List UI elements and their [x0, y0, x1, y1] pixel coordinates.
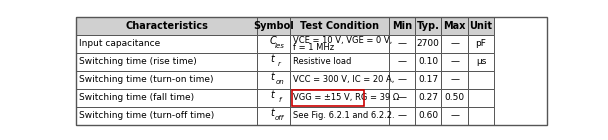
Text: VCC = 300 V, IC = 20 A,: VCC = 300 V, IC = 20 A,	[293, 75, 394, 84]
Text: See Fig. 6.2.1 and 6.2.2.: See Fig. 6.2.1 and 6.2.2.	[293, 111, 395, 120]
Text: 0.60: 0.60	[418, 111, 438, 120]
Bar	[441, 17, 468, 35]
Bar	[257, 53, 291, 71]
Bar	[291, 107, 389, 125]
Bar	[389, 71, 415, 89]
Bar	[441, 35, 468, 53]
Bar	[415, 89, 441, 107]
Bar	[76, 107, 257, 125]
Bar	[257, 17, 291, 35]
Bar	[291, 53, 389, 71]
Bar	[389, 17, 415, 35]
Bar	[468, 89, 494, 107]
Bar	[415, 35, 441, 53]
Text: —: —	[450, 75, 459, 84]
Bar	[257, 71, 291, 89]
Text: 2700: 2700	[417, 39, 440, 48]
Text: —: —	[450, 57, 459, 66]
Bar	[415, 71, 441, 89]
Text: Switching time (rise time): Switching time (rise time)	[79, 57, 196, 66]
Text: Characteristics: Characteristics	[125, 21, 208, 31]
Bar	[468, 53, 494, 71]
Text: —: —	[398, 75, 407, 84]
Text: —: —	[450, 39, 459, 48]
Text: VCE = 10 V, VGE = 0 V,: VCE = 10 V, VGE = 0 V,	[293, 36, 392, 45]
Bar	[415, 107, 441, 125]
Text: Test Condition: Test Condition	[300, 21, 379, 31]
Bar	[257, 107, 291, 125]
Text: t: t	[271, 108, 274, 118]
Text: —: —	[450, 111, 459, 120]
Text: Resistive load: Resistive load	[293, 57, 351, 66]
Bar	[389, 35, 415, 53]
Bar	[76, 89, 257, 107]
Bar	[441, 107, 468, 125]
Bar	[441, 53, 468, 71]
Text: t: t	[271, 90, 274, 100]
Bar	[257, 35, 291, 53]
Text: —: —	[398, 111, 407, 120]
Bar	[468, 35, 494, 53]
Bar	[76, 53, 257, 71]
Bar	[389, 107, 415, 125]
Bar	[76, 71, 257, 89]
Text: Max: Max	[443, 21, 466, 31]
Text: f = 1 MHz: f = 1 MHz	[293, 43, 334, 52]
Text: Typ.: Typ.	[417, 21, 440, 31]
Bar	[389, 89, 415, 107]
Text: —: —	[398, 93, 407, 102]
Text: pF: pF	[475, 39, 486, 48]
Text: r: r	[278, 61, 281, 67]
Bar	[291, 89, 389, 107]
Text: off: off	[275, 115, 284, 121]
Bar	[389, 53, 415, 71]
Text: Switching time (turn-off time): Switching time (turn-off time)	[79, 111, 214, 120]
Text: 0.50: 0.50	[444, 93, 465, 102]
Text: 0.17: 0.17	[418, 75, 438, 84]
Bar	[76, 17, 257, 35]
Text: Min: Min	[392, 21, 412, 31]
Text: —: —	[398, 39, 407, 48]
Text: Unit: Unit	[469, 21, 492, 31]
Bar	[257, 89, 291, 107]
Bar	[291, 35, 389, 53]
Text: ies: ies	[275, 43, 285, 49]
Bar	[76, 35, 257, 53]
Text: Symbol: Symbol	[254, 21, 294, 31]
Bar	[468, 71, 494, 89]
Text: t: t	[271, 54, 274, 64]
Bar	[468, 17, 494, 35]
Bar	[415, 53, 441, 71]
Text: on: on	[275, 79, 284, 85]
Text: Switching time (fall time): Switching time (fall time)	[79, 93, 194, 102]
Text: µs: µs	[476, 57, 486, 66]
Bar	[291, 71, 389, 89]
Bar	[468, 107, 494, 125]
Text: 0.10: 0.10	[418, 57, 438, 66]
Text: 0.27: 0.27	[418, 93, 438, 102]
Text: VGG = ±15 V, RG = 39 Ω: VGG = ±15 V, RG = 39 Ω	[293, 93, 399, 102]
Text: t: t	[271, 72, 274, 82]
Bar	[415, 17, 441, 35]
Text: —: —	[398, 57, 407, 66]
Text: Input capacitance: Input capacitance	[79, 39, 160, 48]
Bar	[292, 90, 364, 106]
Text: Switching time (turn-on time): Switching time (turn-on time)	[79, 75, 213, 84]
Bar	[441, 71, 468, 89]
Text: C: C	[269, 36, 276, 46]
Text: f: f	[278, 97, 281, 103]
Bar	[441, 89, 468, 107]
Bar	[291, 17, 389, 35]
